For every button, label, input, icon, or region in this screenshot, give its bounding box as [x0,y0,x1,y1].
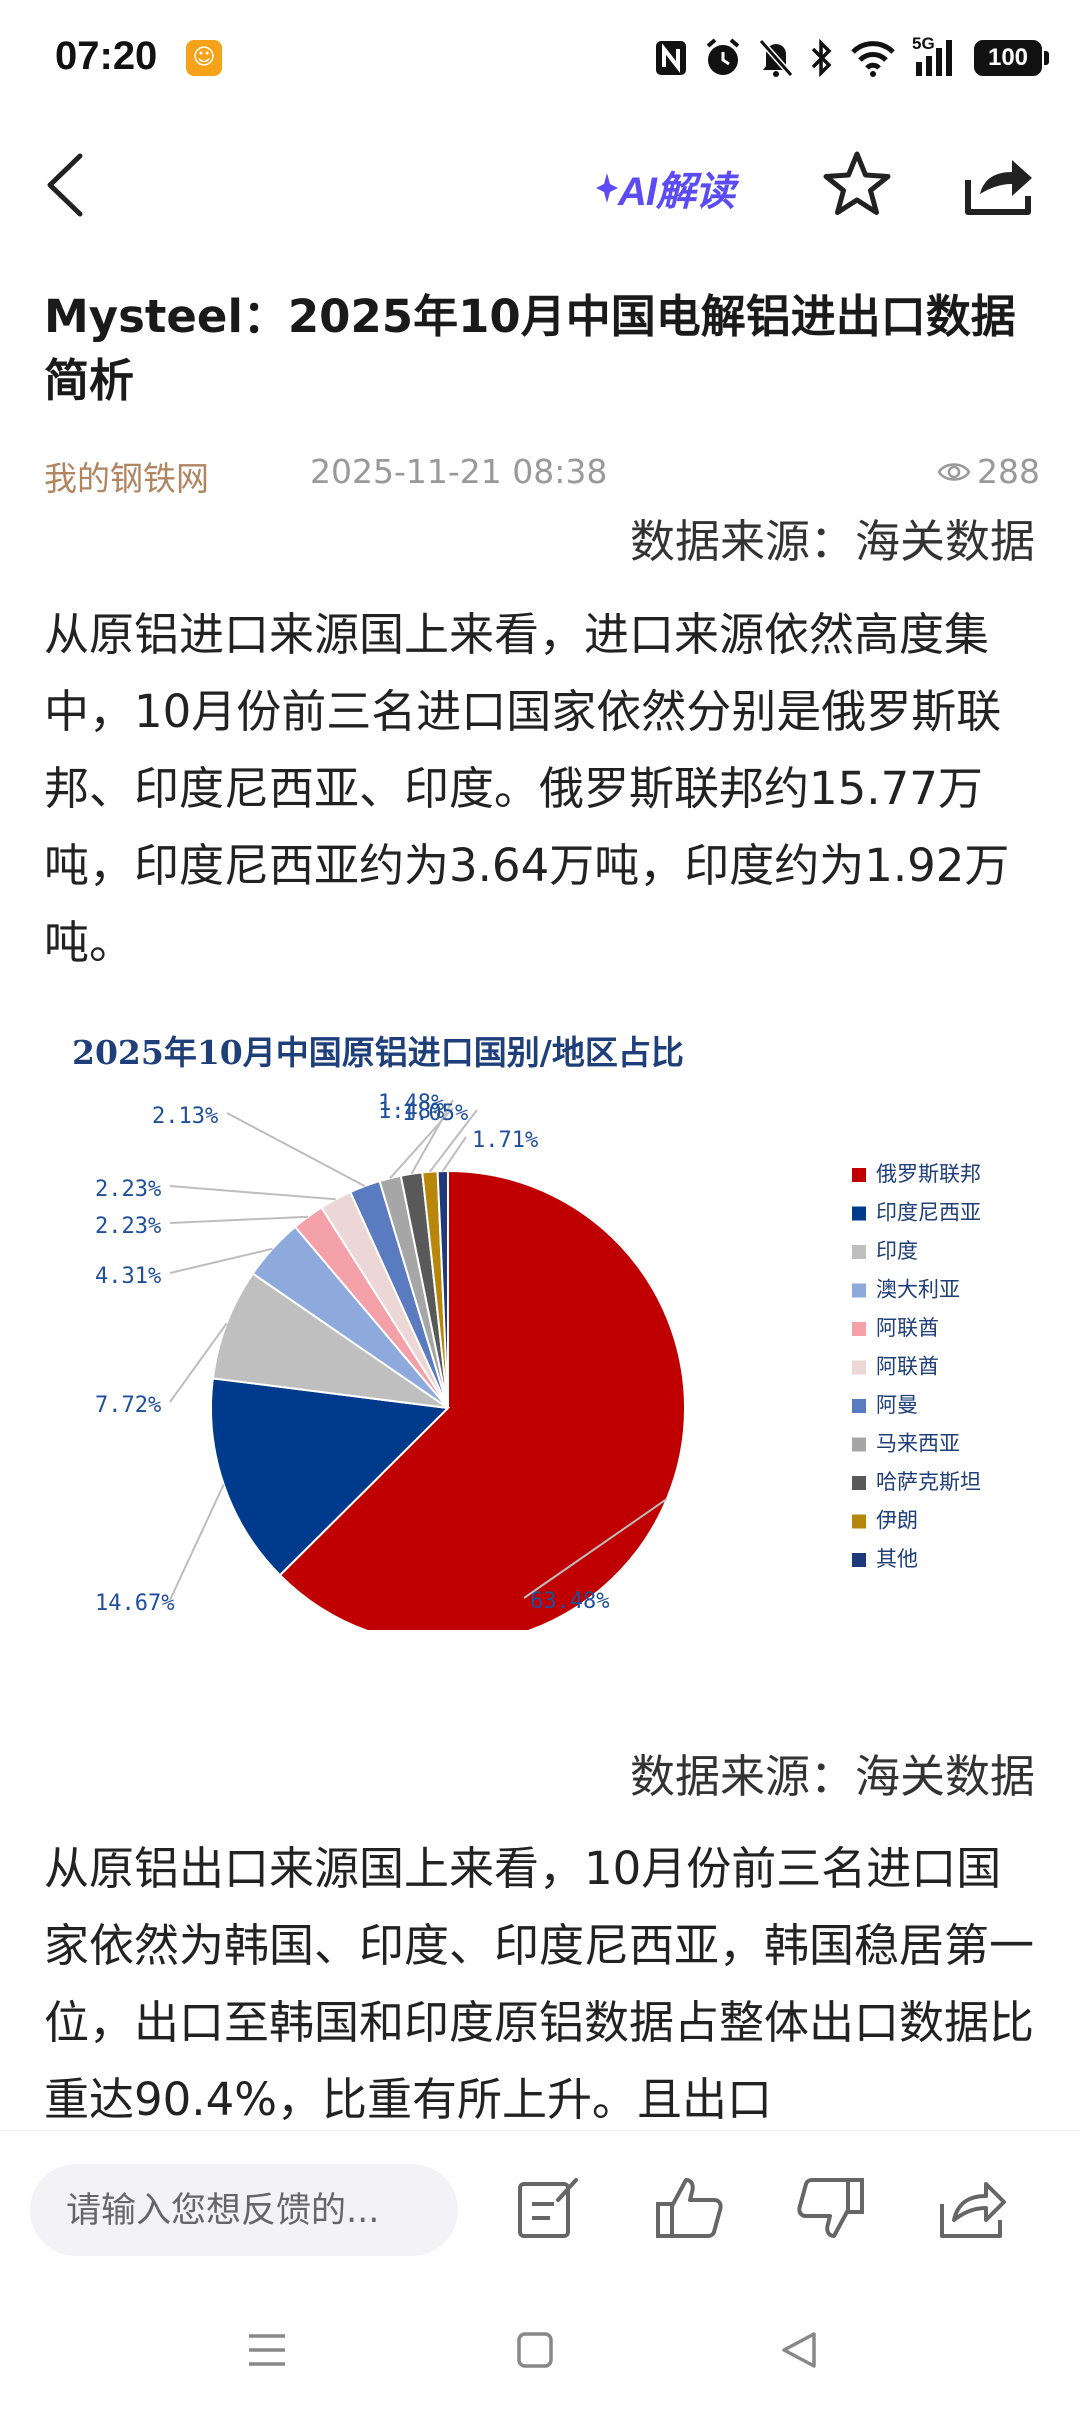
data-source-caption-1: 数据来源：海关数据 [629,515,1035,568]
menu-icon [249,2334,285,2366]
legend-swatch-4 [852,1283,866,1298]
legend-label-9: 哈萨克斯坦 [876,1470,981,1494]
network-type: 5G [912,34,935,53]
edit-icon [518,2178,578,2238]
article-title: Mysteel：2025年10月中国电解铝进出口数据简析 [44,290,1016,407]
system-nav-bar [0,2290,1080,2412]
article-paragraph-2: 从原铝出口来源国上来看，10月份前三名进口国家依然为韩国、印度、印度尼西亚，韩国… [44,1842,1035,2126]
favorite-button[interactable] [820,148,894,222]
legend-swatch-6 [852,1360,866,1375]
pie-data-label-5: 2.23% [95,1214,161,1239]
legend-swatch-2 [852,1206,866,1221]
legend-swatch-8 [852,1437,866,1452]
pie-data-label-7: 2.13% [152,1104,218,1129]
eye-icon [937,462,971,481]
nfc-icon [656,41,686,75]
pie-data-label-3: 7.72% [95,1393,161,1418]
share-button[interactable] [962,150,1038,220]
like-button[interactable] [652,2170,728,2246]
legend-swatch-5 [852,1322,866,1336]
pie-leader-line-5 [169,1215,309,1224]
legend-swatch-1 [852,1168,866,1182]
pie-chart: 2025年10月中国原铝进口国别/地区占比 63.48% 14.67% 7.72% 4… [40,1010,1040,1646]
pie-leader-line-11 [441,1136,467,1172]
home-icon [517,2332,553,2368]
pie-slice-3 [211,1272,449,1409]
back-triangle-icon [782,2332,816,2368]
back-button[interactable] [40,150,96,220]
forward-button[interactable] [934,2170,1010,2246]
ai-sparkle-icon [596,173,618,203]
pie-data-label-2: 14.67% [95,1591,174,1616]
forward-icon [940,2182,1006,2238]
comment-button[interactable] [510,2170,586,2246]
system-back-button[interactable] [770,2320,830,2380]
signal-icon: 5G [912,34,958,78]
legend-label-10: 伊朗 [876,1509,918,1533]
publish-date: 2025-11-21 08:38 [310,452,608,491]
back-icon [47,153,83,217]
home-button[interactable] [505,2320,565,2380]
mute-icon [758,39,794,77]
battery-indicator: 100 [974,40,1049,76]
feedback-input[interactable] [64,2164,448,2258]
legend-label-11: 其他 [876,1547,918,1571]
pie-data-label-10: 1.05% [402,1101,468,1126]
pie-data-label-1: 63.48% [530,1589,609,1614]
pie-leader-line-1 [523,1498,668,1599]
pie-chart-svg: 2025年10月中国原铝进口国别/地区占比 63.48% 14.67% 7.72% 4… [72,1033,981,1646]
share-icon [965,160,1032,215]
top-nav-bar [0,140,1080,250]
recent-apps-button[interactable] [237,2320,297,2380]
status-icons: 5G 100 [654,34,1049,80]
legend-swatch-10 [852,1514,866,1529]
author-link[interactable]: 我的钢铁网 [44,459,209,498]
pie-leader-line-7 [226,1112,366,1187]
pie-data-label-11: 1.71% [472,1128,538,1153]
legend-label-4: 澳大利亚 [876,1278,960,1302]
article-meta: 我的钢铁网 2025-11-21 08:38 288 [44,452,1040,498]
legend-swatch-9 [852,1476,866,1490]
legend-label-6: 阿联酋 [876,1355,939,1379]
pie-slice-2 [210,1377,451,1577]
star-icon [823,151,891,215]
wifi-icon [851,41,895,77]
legend-label-3: 印度 [876,1239,918,1263]
alarm-icon [706,38,740,75]
status-bar: 07:20 ☺ 5G 100 [0,0,1080,120]
ai-interpret-button[interactable]: AI解读 [596,156,735,220]
legend-swatch-11 [852,1553,866,1567]
pie-leader-line-9 [410,1099,454,1175]
feedback-input-wrapper[interactable] [30,2164,458,2258]
article-paragraph-1: 从原铝进口来源国上来看，进口来源依然高度集中，10月份前三名进口国家依然分别是俄… [44,608,1010,969]
view-count-value: 288 [977,452,1040,491]
legend-swatch-3 [852,1245,866,1259]
dislike-button[interactable] [792,2170,868,2246]
pie-leader-line-2 [169,1484,225,1601]
bluetooth-icon [811,38,832,78]
pie-data-label-4: 4.31% [95,1264,161,1289]
app-notification-icon: ☺ [186,40,222,76]
legend-label-5: 阿联酋 [876,1316,939,1340]
thumbs-up-icon [656,2178,723,2238]
pie-data-label-6: 2.23% [95,1177,161,1202]
pie-data-label-8: 1.48% [378,1099,444,1124]
pie-data-label-9: 1.48% [378,1091,444,1116]
chart-title: 2025年10月中国原铝进口国别/地区占比 [72,1033,684,1072]
ai-interpret-label: AI解读 [618,170,735,214]
legend-label-7: 阿曼 [876,1393,918,1417]
pie-leader-line-10 [429,1109,478,1173]
pie-leader-line-3 [169,1322,228,1403]
legend-label-8: 马来西亚 [876,1432,960,1456]
legend-label-2: 印度尼西亚 [876,1201,981,1225]
thumbs-down-icon [797,2178,864,2238]
legend-swatch-7 [852,1399,866,1413]
legend-label-1: 俄罗斯联邦 [876,1162,981,1186]
view-count: 288 [937,452,1040,491]
data-source-caption-2: 数据来源：海关数据 [629,1750,1035,1803]
pie-leader-line-6 [169,1185,336,1201]
pie-slice-11 [436,1169,449,1409]
status-time: 07:20 [55,34,158,78]
pie-leader-line-4 [169,1247,273,1274]
